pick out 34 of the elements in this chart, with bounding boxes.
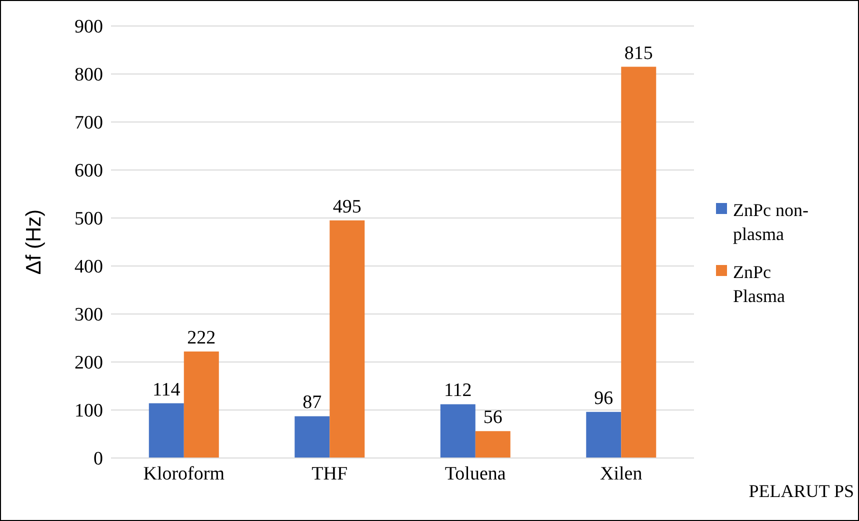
y-axis-title: Δf (Hz): [22, 209, 46, 275]
x-tick-label: Toluena: [444, 463, 506, 484]
y-tick-label: 500: [74, 208, 103, 230]
y-tick-label: 700: [74, 112, 103, 134]
y-tick-label: 800: [74, 64, 103, 86]
data-label: 815: [624, 42, 653, 64]
bar: [621, 66, 656, 458]
y-tick-label: 600: [74, 160, 103, 182]
bar: [475, 431, 510, 458]
x-axis-title: PELARUT PS: [748, 481, 854, 502]
bar: [184, 351, 219, 458]
data-label: 112: [444, 380, 472, 402]
x-tick-label: Xilen: [600, 463, 643, 484]
data-label: 495: [332, 196, 362, 218]
bar: [440, 404, 476, 458]
bar: [330, 220, 365, 458]
bar: [148, 403, 184, 458]
y-tick-label: 0: [94, 448, 103, 470]
y-tick-label: 400: [74, 256, 103, 278]
legend-label: ZnPc Plasma: [733, 260, 786, 308]
bar: [586, 412, 622, 458]
y-tick-label: 300: [74, 304, 103, 326]
data-label: 96: [594, 388, 614, 409]
y-tick-label: 900: [74, 16, 103, 38]
y-tick-label: 200: [74, 352, 103, 374]
y-tick-label: 100: [74, 400, 103, 422]
x-tick-label: Kloroform: [143, 463, 225, 484]
data-label: 56: [483, 407, 502, 428]
legend-label: ZnPc non-plasma: [733, 198, 810, 246]
data-label: 114: [152, 379, 181, 400]
x-tick-label: THF: [312, 463, 348, 484]
data-label: 87: [302, 392, 322, 414]
bar: [294, 416, 330, 458]
data-label: 222: [187, 327, 216, 348]
